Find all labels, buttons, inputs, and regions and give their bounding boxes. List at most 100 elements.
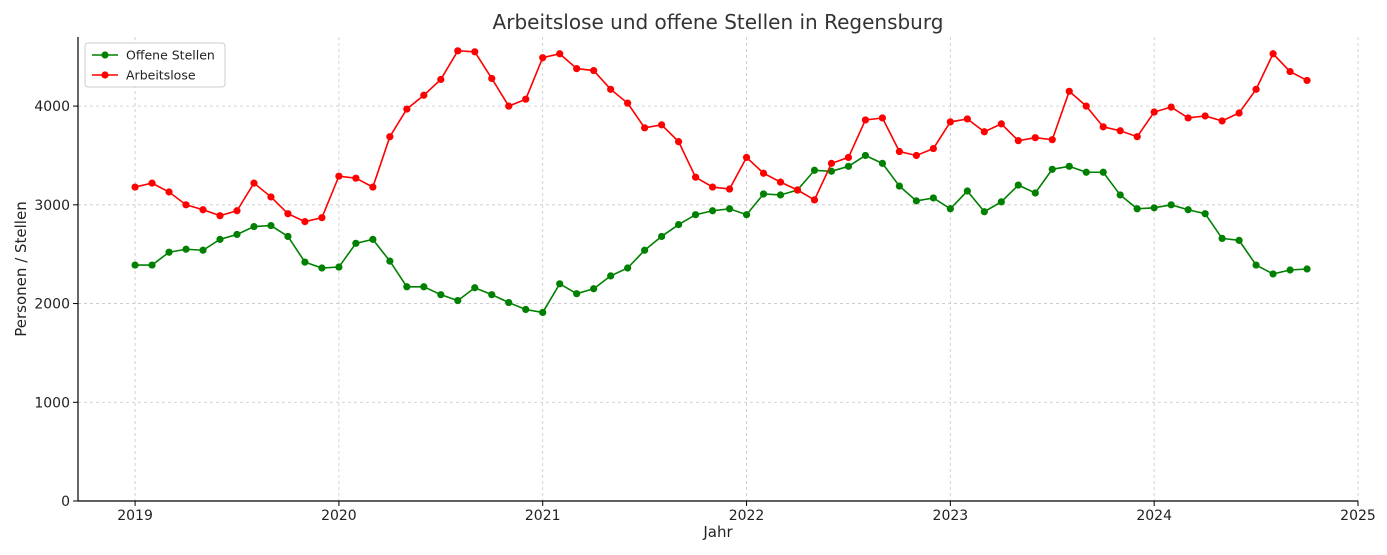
data-point: [165, 248, 173, 256]
data-point: [1303, 265, 1311, 273]
data-point: [233, 207, 241, 215]
data-point: [386, 133, 394, 141]
data-point: [641, 246, 649, 254]
data-point: [182, 201, 190, 209]
data-point: [1048, 165, 1056, 173]
series-line: [134, 49, 1308, 223]
data-point: [522, 95, 530, 103]
data-point: [505, 102, 513, 110]
data-point: [352, 174, 360, 182]
data-point: [691, 211, 700, 219]
x-tick-label: 2020: [321, 508, 357, 524]
data-point: [1133, 133, 1141, 141]
data-point: [148, 179, 156, 187]
data-point: [1099, 123, 1107, 131]
data-point: [556, 50, 564, 58]
data-point: [607, 272, 615, 280]
data-point: [505, 298, 513, 307]
data-point: [1201, 210, 1209, 218]
data-point: [1218, 117, 1226, 125]
data-point: [182, 245, 190, 253]
series-line: [135, 154, 1308, 314]
data-point: [573, 290, 581, 298]
data-point: [708, 183, 717, 191]
data-point: [556, 280, 564, 288]
data-point: [1065, 162, 1073, 170]
data-point: [539, 308, 547, 317]
data-point: [929, 194, 937, 202]
data-point: [1235, 109, 1243, 117]
data-point: [471, 48, 479, 56]
data-point: [420, 283, 428, 291]
data-point: [1167, 103, 1175, 111]
data-point: [318, 264, 326, 272]
y-tick-label: 2000: [34, 297, 70, 313]
data-point: [929, 144, 937, 153]
x-tick-label: 2021: [525, 508, 561, 524]
data-point: [912, 197, 920, 205]
data-point: [403, 105, 411, 113]
data-point: [1167, 201, 1175, 209]
data-point: [742, 153, 751, 162]
data-point: [1116, 127, 1124, 135]
data-point: [488, 291, 496, 299]
data-point: [216, 235, 224, 243]
data-point: [1031, 134, 1039, 142]
y-tick-label: 1000: [34, 395, 70, 411]
data-point: [624, 99, 632, 107]
data-point: [878, 114, 887, 122]
y-tick-label: 0: [61, 494, 70, 510]
series-arbeitslose: [131, 47, 1311, 226]
data-point: [250, 222, 258, 231]
data-point: [369, 183, 377, 191]
data-point: [1269, 270, 1277, 278]
data-point: [624, 264, 632, 272]
data-point: [691, 173, 700, 181]
data-point: [165, 188, 173, 196]
data-point: [233, 230, 241, 239]
data-point: [250, 179, 258, 187]
data-point: [386, 257, 394, 265]
data-point: [1150, 108, 1158, 116]
data-point: [1099, 168, 1107, 176]
data-point: [131, 183, 139, 191]
data-point: [776, 191, 785, 199]
data-point: [539, 54, 547, 62]
data-point: [522, 305, 530, 314]
data-point: [827, 159, 836, 167]
y-tick-label: 3000: [34, 198, 70, 214]
data-point: [216, 212, 224, 220]
data-point: [1286, 266, 1294, 274]
legend-label: Offene Stellen: [126, 48, 215, 63]
x-tick-label: 2022: [729, 508, 765, 524]
legend: Offene Stellen Arbeitslose: [84, 42, 226, 88]
data-point: [607, 85, 615, 93]
data-point: [284, 210, 292, 218]
data-point: [284, 232, 292, 241]
y-axis-label: Personen / Stellen: [12, 201, 30, 336]
data-point: [1065, 87, 1073, 95]
chart-title: Arbeitslose und offene Stellen in Regens…: [493, 10, 944, 34]
data-point: [980, 208, 988, 216]
data-point: [980, 128, 988, 136]
data-point: [912, 151, 920, 160]
x-tick-label: 2019: [117, 508, 153, 524]
data-point: [844, 153, 853, 162]
data-point: [725, 205, 734, 213]
data-point: [895, 182, 904, 190]
data-point: [437, 75, 445, 84]
data-point: [267, 221, 275, 230]
data-point: [793, 186, 802, 194]
data-point: [267, 193, 275, 201]
x-tick-label: 2025: [1340, 508, 1376, 524]
data-point: [997, 198, 1005, 206]
data-point: [658, 232, 666, 241]
data-point: [454, 296, 462, 305]
data-point: [963, 115, 971, 123]
legend-label: Arbeitslose: [126, 68, 196, 83]
x-axis-label: Jahr: [702, 523, 733, 541]
x-tick-label: 2024: [1136, 508, 1172, 524]
x-tick-label: 2023: [933, 508, 969, 524]
legend-marker: [101, 71, 109, 79]
